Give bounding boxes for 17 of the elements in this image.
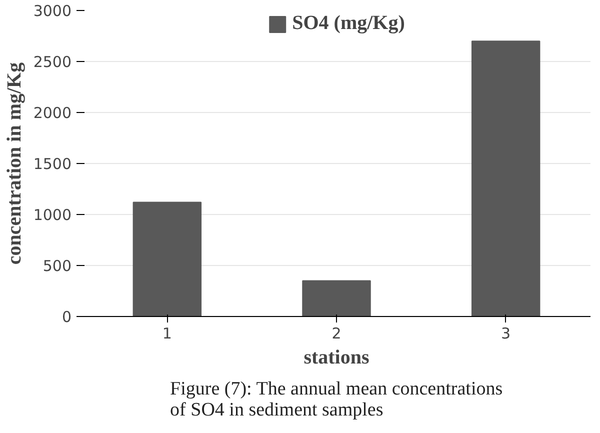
y-tick-label: 1000 [33, 206, 72, 224]
y-tick-label: 500 [42, 257, 72, 275]
legend-label: SO4 (mg/Kg) [292, 12, 405, 35]
x-tick-label: 2 [332, 324, 342, 342]
bar [132, 202, 202, 316]
x-tick-label: 1 [162, 324, 172, 342]
y-tick-label: 1500 [33, 155, 72, 173]
y-axis-title: concentration in mg/Kg [3, 62, 26, 265]
x-tick-label: 3 [501, 324, 511, 342]
bar [302, 280, 371, 316]
y-tick-label: 0 [62, 308, 72, 326]
y-tick-label: 2500 [33, 53, 72, 71]
text: Figure (7): The annual mean concentrations of SO4 in sediment samples [170, 378, 503, 420]
y-tick-label: 2000 [33, 104, 72, 122]
y-tick-label: 3000 [33, 2, 72, 20]
bar [471, 40, 540, 316]
x-axis-title: stations [304, 346, 370, 368]
